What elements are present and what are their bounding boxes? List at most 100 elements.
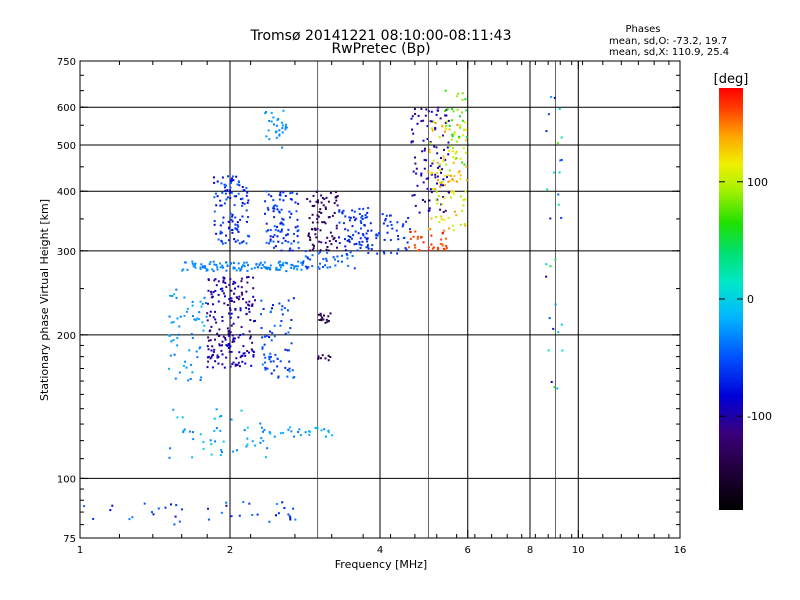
data-point: [436, 202, 439, 205]
data-point: [216, 266, 219, 269]
data-point: [252, 354, 255, 356]
data-point: [232, 266, 235, 269]
data-point: [459, 223, 462, 226]
data-point: [270, 111, 273, 114]
data-point: [547, 349, 550, 352]
data-point: [560, 323, 563, 326]
data-point: [224, 192, 227, 195]
data-point: [369, 222, 372, 225]
data-point: [273, 246, 275, 249]
data-point: [298, 428, 301, 431]
data-point: [321, 221, 324, 224]
data-point: [290, 342, 293, 345]
data-point: [202, 447, 205, 450]
data-point: [315, 236, 318, 239]
data-point: [181, 269, 184, 272]
data-point: [213, 176, 215, 179]
data-point: [274, 245, 277, 248]
data-point: [197, 318, 200, 321]
data-point: [457, 171, 460, 174]
data-point: [313, 244, 315, 247]
data-point: [199, 433, 202, 436]
data-point: [352, 234, 355, 237]
data-point: [272, 360, 275, 363]
data-point: [208, 263, 211, 266]
data-point: [229, 307, 231, 310]
data-point: [241, 354, 244, 357]
data-point: [172, 321, 175, 324]
data-point: [187, 379, 190, 382]
data-point: [128, 518, 131, 521]
data-point: [382, 222, 385, 225]
data-point: [250, 267, 253, 270]
data-point: [260, 313, 262, 316]
data-point: [252, 295, 255, 298]
data-point: [175, 504, 178, 507]
data-point: [292, 297, 295, 300]
data-point: [200, 376, 203, 379]
data-point: [423, 149, 426, 152]
data-point: [338, 209, 341, 212]
data-point: [219, 262, 222, 265]
data-point: [235, 195, 238, 198]
data-point: [441, 181, 444, 183]
data-point: [336, 246, 338, 249]
data-point: [436, 109, 439, 112]
data-point: [131, 516, 134, 519]
data-point: [222, 276, 225, 279]
x-tick-label: 4: [377, 545, 383, 556]
data-point: [319, 208, 322, 211]
data-point: [336, 195, 339, 198]
chart-subtitle: RwPretec (Bp): [331, 41, 430, 57]
data-point: [314, 229, 317, 231]
chart-title: Tromsø 20141221 08:10:00-08:11:43: [250, 28, 512, 44]
data-point: [220, 511, 223, 514]
data-point: [441, 244, 444, 247]
data-point: [248, 235, 251, 238]
data-point: [461, 119, 464, 122]
data-point: [221, 242, 224, 245]
data-point: [250, 348, 253, 351]
data-point: [452, 110, 455, 113]
data-point: [396, 252, 399, 255]
data-point: [434, 122, 437, 124]
data-point: [341, 211, 344, 214]
data-point: [446, 120, 448, 123]
data-point: [274, 353, 277, 356]
data-point: [361, 233, 364, 235]
data-point: [207, 278, 210, 281]
data-point: [273, 123, 275, 126]
data-point: [174, 515, 177, 518]
data-point: [348, 238, 351, 241]
data-point: [168, 334, 170, 337]
data-point: [263, 428, 266, 431]
data-point: [272, 240, 275, 243]
data-point: [433, 145, 436, 148]
data-point: [436, 172, 439, 175]
data-point: [458, 137, 461, 140]
data-point: [276, 503, 278, 505]
data-point: [173, 523, 176, 526]
data-point: [241, 186, 244, 188]
data-point: [240, 291, 243, 294]
data-point: [281, 305, 284, 308]
data-point: [248, 300, 251, 303]
data-point: [247, 276, 250, 278]
data-point: [389, 239, 392, 241]
data-point: [465, 179, 468, 182]
data-point: [378, 232, 381, 235]
data-point: [270, 339, 273, 342]
data-point: [289, 327, 292, 330]
data-point: [437, 246, 439, 249]
data-point: [329, 231, 332, 234]
data-point: [220, 449, 223, 452]
data-point: [280, 221, 283, 224]
data-point: [326, 266, 329, 269]
data-point: [241, 202, 244, 204]
data-point: [327, 315, 330, 318]
data-point: [239, 356, 242, 359]
data-point: [403, 236, 406, 239]
data-point: [420, 172, 423, 175]
data-point: [244, 362, 247, 365]
data-point: [309, 200, 312, 203]
